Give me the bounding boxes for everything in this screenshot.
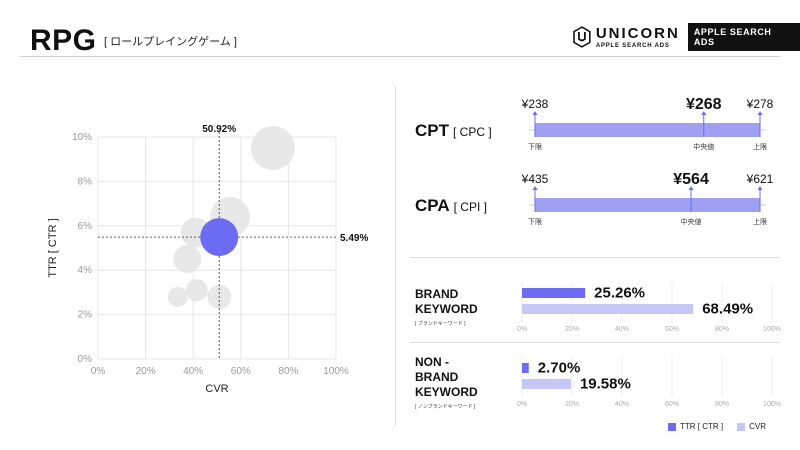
range-max-label: ¥278 xyxy=(746,97,774,111)
brand-sub: APPLE SEARCH ADS xyxy=(595,42,670,49)
brand-name: UNICORN xyxy=(595,24,680,42)
bar-value-label: 19.58% xyxy=(580,376,631,393)
min-marker-arrow xyxy=(532,186,538,190)
x-tick-label: 100% xyxy=(323,366,349,377)
highlight-x-label: 50.92% xyxy=(202,124,236,135)
cpa-range-chart: ¥435 ¥564 ¥621 下限 中央値 上限 xyxy=(521,171,774,226)
bar-ttr xyxy=(522,363,529,373)
highlight-bubble xyxy=(200,218,239,257)
cpt-label: CPT xyxy=(415,121,449,140)
section-divider xyxy=(410,257,780,258)
bubble-chart: 0% 20% 40% 60% 80% 100% 0% 2% 4% 6% 8% 10% CVR TTR [ … xyxy=(47,124,368,395)
range-caption: 下限 xyxy=(528,142,542,151)
y-tick-label: 10% xyxy=(72,132,92,143)
section-divider xyxy=(410,342,780,343)
cpt-range-chart: ¥238 ¥268 ¥278 下限 中央値 上限 xyxy=(521,96,774,151)
y-tick-label: 0% xyxy=(78,354,93,365)
nonbrand-title-line: BRAND xyxy=(415,370,459,384)
bar-value-label: 2.70% xyxy=(538,360,581,377)
bar-tick-label: 80% xyxy=(715,401,729,408)
nonbrand-keyword-bar-chart: 0% 20% 40% 60% 80% 100% 2.70%19.58% xyxy=(517,357,781,408)
bubble-point xyxy=(167,286,188,307)
bubble-point xyxy=(185,279,208,302)
cpt-sublabel: [ CPC ] xyxy=(453,125,492,139)
chart-legend: TTR [ CTR ] CVR xyxy=(668,422,766,431)
brand-keyword-title: BRAND KEYWORD [ ブランドキーワード ] xyxy=(415,287,478,327)
bubble-point xyxy=(173,245,202,274)
median-marker-arrow xyxy=(688,186,694,190)
bar-tick-label: 60% xyxy=(665,401,679,408)
min-marker-arrow xyxy=(532,111,538,115)
page-title: RPG xyxy=(30,24,97,57)
page-subtitle: [ ロールプレイングゲーム ] xyxy=(104,36,237,48)
bar-tick-label: 100% xyxy=(763,326,781,333)
range-min-label: ¥238 xyxy=(521,97,549,111)
bar-tick-label: 60% xyxy=(665,326,679,333)
bubble-point xyxy=(250,126,295,171)
y-tick-label: 8% xyxy=(78,176,93,187)
nonbrand-keyword-title: NON - BRAND KEYWORD [ ノンブランドキーワード ] xyxy=(415,355,478,410)
bar-cvr xyxy=(522,379,571,389)
range-caption: 中央値 xyxy=(693,142,714,151)
range-bar xyxy=(535,123,760,137)
max-marker-arrow xyxy=(757,186,763,190)
cpa-label: CPA xyxy=(415,196,450,215)
x-tick-label: 40% xyxy=(183,366,203,377)
nonbrand-title-line: NON - xyxy=(415,355,449,369)
bar-tick-label: 20% xyxy=(565,401,579,408)
brand-logo: UNICORN APPLE SEARCH ADS APPLE SEARCH AD… xyxy=(573,23,800,51)
range-caption: 上限 xyxy=(753,217,767,226)
x-tick-label: 80% xyxy=(278,366,298,377)
y-axis-label: TTR [ CTR ] xyxy=(47,218,59,277)
range-caption: 上限 xyxy=(753,142,767,151)
range-max-label: ¥621 xyxy=(746,172,774,186)
brand-badge: APPLE SEARCH ADS xyxy=(687,23,800,51)
x-axis-label: CVR xyxy=(205,383,228,395)
bar-cvr xyxy=(522,304,694,314)
range-median-label: ¥268 xyxy=(686,96,722,113)
bar-tick-label: 80% xyxy=(715,326,729,333)
brand-keyword-note: [ ブランドキーワード ] xyxy=(415,321,466,327)
nonbrand-title-line: KEYWORD xyxy=(415,385,478,399)
max-marker-arrow xyxy=(757,111,763,115)
bar-tick-label: 20% xyxy=(565,326,579,333)
bar-value-label: 68.49% xyxy=(702,301,753,318)
range-caption: 中央値 xyxy=(681,217,702,226)
range-median-label: ¥564 xyxy=(673,171,709,188)
x-tick-label: 60% xyxy=(231,366,251,377)
bar-ttr xyxy=(522,288,586,298)
bar-tick-label: 0% xyxy=(517,326,527,333)
bar-value-label: 25.26% xyxy=(594,285,645,302)
cpa-title: CPA[ CPI ] xyxy=(415,196,487,216)
vertical-divider xyxy=(395,86,396,426)
header-divider xyxy=(20,56,780,57)
y-tick-label: 4% xyxy=(78,265,93,276)
legend-swatch-ttr xyxy=(668,422,676,431)
cpt-title: CPT [ CPC ] xyxy=(415,121,492,141)
y-tick-label: 6% xyxy=(78,221,93,232)
range-caption: 下限 xyxy=(528,217,542,226)
median-marker-arrow xyxy=(701,111,707,115)
x-tick-label: 20% xyxy=(136,366,156,377)
bar-tick-label: 40% xyxy=(615,326,629,333)
legend-label-cvr: CVR xyxy=(749,422,766,431)
brand-title-line: BRAND xyxy=(415,287,459,301)
bar-tick-label: 0% xyxy=(517,401,527,408)
range-min-label: ¥435 xyxy=(521,172,549,186)
highlight-y-label: 5.49% xyxy=(340,233,368,244)
cpa-sublabel: [ CPI ] xyxy=(453,200,487,214)
legend-label-ttr: TTR [ CTR ] xyxy=(680,422,724,431)
brand-keyword-bar-chart: 0% 20% 40% 60% 80% 100% 25.26% 68.49% xyxy=(517,282,781,333)
nonbrand-keyword-note: [ ノンブランドキーワード ] xyxy=(415,404,476,410)
x-tick-label: 0% xyxy=(91,366,106,377)
legend-swatch-cvr xyxy=(737,422,746,431)
brand-title-line: KEYWORD xyxy=(415,302,478,316)
bar-tick-label: 100% xyxy=(763,401,781,408)
unicorn-logo-icon xyxy=(573,26,591,48)
y-tick-label: 2% xyxy=(78,310,93,321)
bar-tick-label: 40% xyxy=(615,401,629,408)
range-bar xyxy=(535,198,760,212)
